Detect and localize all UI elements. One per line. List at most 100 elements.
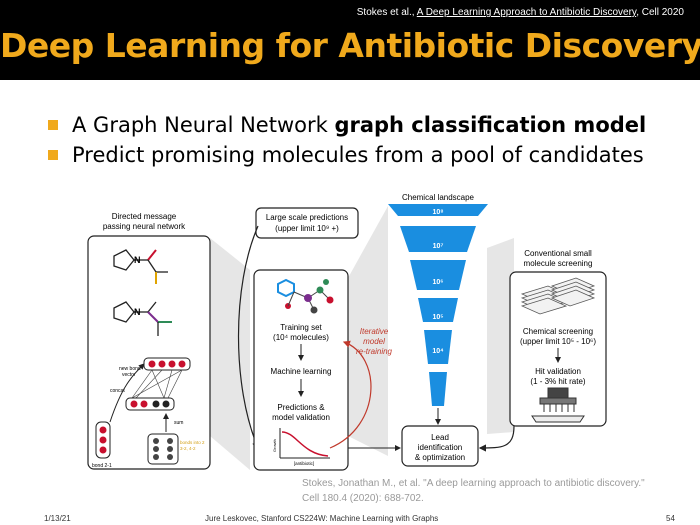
chemical-screening-label: Chemical screening bbox=[523, 327, 593, 336]
molecule-cluster-icon bbox=[277, 278, 334, 314]
reference-line1: Stokes, Jonathan M., et al. "A deep lear… bbox=[302, 478, 645, 489]
training-box bbox=[253, 269, 349, 471]
bullet-item: Predict promising molecules from a pool … bbox=[48, 140, 646, 170]
citation-link[interactable]: A Deep Learning Approach to Antibiotic D… bbox=[416, 7, 637, 18]
vector-node bbox=[140, 400, 148, 408]
lead-box bbox=[401, 425, 479, 467]
bullet-marker bbox=[48, 150, 58, 160]
growth-curve bbox=[281, 431, 329, 457]
vector-node bbox=[178, 360, 186, 368]
vector-node bbox=[152, 400, 160, 408]
connection-lines bbox=[131, 369, 183, 399]
matrix-nodes bbox=[153, 438, 173, 460]
molecule-drawing bbox=[113, 249, 168, 284]
funnel-segment bbox=[424, 330, 452, 364]
chemical-screening-limit: (upper limit 10⁵ - 10⁶) bbox=[520, 337, 596, 346]
vector-node bbox=[130, 400, 138, 408]
footer-date: 1/13/21 bbox=[44, 514, 71, 523]
training-set-size: (10⁴ molecules) bbox=[273, 333, 329, 342]
pipeline-figure: Directed message passing neural network … bbox=[87, 193, 607, 471]
plate-stack-icon bbox=[520, 277, 596, 315]
new-bond-vector-label-2: vector bbox=[122, 372, 136, 378]
large-scale-limit: (upper limit 10⁹ +) bbox=[275, 224, 339, 233]
bond-label: bond 2-1 bbox=[92, 463, 112, 469]
dmpnn-panel: Directed message passing neural network … bbox=[87, 212, 211, 470]
bullet-bold-text: graph classification model bbox=[334, 113, 647, 137]
bonds-into-label: bonds into 2 bbox=[180, 440, 205, 445]
pipette-icon bbox=[531, 387, 585, 423]
vector-node bbox=[162, 400, 170, 408]
funnel-segment bbox=[388, 204, 488, 216]
new-bond-vector-label: new bond bbox=[119, 366, 141, 372]
slide-title: Deep Learning for Antibiotic Discovery bbox=[0, 26, 700, 65]
lead-label: Lead bbox=[431, 433, 449, 442]
nitrogen-label: N bbox=[134, 307, 141, 317]
zoom-wedge bbox=[487, 238, 514, 434]
lead-label-3: & optimization bbox=[415, 453, 465, 462]
large-scale-box bbox=[255, 207, 359, 239]
training-panel: Training set (10⁴ molecules) Machine lea… bbox=[253, 269, 349, 471]
molecule-drawing bbox=[113, 301, 172, 336]
funnel-label: 10⁴ bbox=[432, 348, 444, 355]
large-scale-predictions: Large scale predictions (upper limit 10⁹… bbox=[255, 207, 359, 239]
page-number: 54 bbox=[666, 514, 675, 523]
predictions-label: Predictions & bbox=[277, 403, 325, 412]
bond-arrow bbox=[109, 363, 145, 423]
hit-validation-label: Hit validation bbox=[535, 367, 581, 376]
validation-label: model validation bbox=[272, 413, 330, 422]
vector-node bbox=[99, 446, 107, 454]
funnel-label: 10⁸ bbox=[432, 209, 443, 216]
funnel-label: 10⁵ bbox=[432, 314, 443, 321]
dmpnn-title-line1: Directed message bbox=[112, 212, 177, 221]
reference: Stokes, Jonathan M., et al. "A deep lear… bbox=[302, 476, 645, 506]
lead-label-2: identification bbox=[418, 443, 462, 452]
vector-node bbox=[99, 426, 107, 434]
machine-learning-label: Machine learning bbox=[271, 367, 332, 376]
bullet-text: A Graph Neural Network bbox=[72, 113, 335, 137]
retraining-arrow bbox=[329, 340, 372, 449]
bullet-text: Predict promising molecules from a pool … bbox=[72, 143, 644, 167]
training-set-label: Training set bbox=[280, 323, 322, 332]
conventional-title: Conventional small bbox=[524, 249, 592, 258]
concat-label: concat bbox=[110, 388, 125, 394]
footer-course: Jure Leskovec, Stanford CS224W: Machine … bbox=[205, 514, 439, 523]
funnel-segment bbox=[429, 372, 447, 406]
bonds-into-label-2: 3-2, 4-2 bbox=[180, 446, 196, 451]
iterative-label: Iterative bbox=[360, 327, 389, 336]
chemical-landscape-title: Chemical landscape bbox=[402, 193, 475, 202]
dmpnn-box bbox=[87, 235, 211, 470]
reference-line2: Cell 180.4 (2020): 688-702. bbox=[302, 493, 424, 504]
screening-panel: Chemical screening (upper limit 10⁵ - 10… bbox=[509, 271, 607, 427]
concat-vector bbox=[125, 397, 175, 411]
antibiotic-axis-label: [antibiotic] bbox=[294, 461, 314, 466]
screening-lead-arrow bbox=[478, 425, 515, 452]
dmpnn-title-line2: passing neural network bbox=[103, 222, 186, 231]
citation: Stokes et al., A Deep Learning Approach … bbox=[357, 7, 684, 18]
bullet-list: A Graph Neural Network graph classificat… bbox=[48, 110, 646, 170]
hit-rate-label: (1 - 3% hit rate) bbox=[530, 377, 585, 386]
nitrogen-label: N bbox=[134, 255, 141, 265]
citation-journal: , Cell 2020 bbox=[636, 7, 684, 18]
funnel-segment bbox=[400, 226, 476, 252]
bullet-marker bbox=[48, 120, 58, 130]
vector-node bbox=[158, 360, 166, 368]
conventional-title-2: molecule screening bbox=[524, 259, 593, 268]
vector-node bbox=[99, 436, 107, 444]
iterative-label-3: re-training bbox=[356, 347, 393, 356]
vector-node bbox=[168, 360, 176, 368]
funnel-segment bbox=[418, 298, 458, 322]
funnel-label: 10⁶ bbox=[432, 279, 443, 286]
title-bar: Stokes et al., A Deep Learning Approach … bbox=[0, 0, 700, 80]
large-scale-label: Large scale predictions bbox=[266, 213, 348, 222]
funnel-label: 10⁷ bbox=[433, 243, 444, 250]
citation-authors: Stokes et al., bbox=[356, 7, 417, 18]
bullet-item: A Graph Neural Network graph classificat… bbox=[48, 110, 646, 140]
vector-node bbox=[148, 360, 156, 368]
iterative-label-2: model bbox=[363, 337, 385, 346]
sum-label: sum bbox=[174, 420, 183, 426]
growth-axis-label: Growth bbox=[272, 439, 277, 452]
bond-matrix bbox=[147, 433, 179, 465]
chemical-funnel: 10⁸ 10⁷ 10⁶ 10⁵ 10⁴ bbox=[388, 204, 488, 406]
zoom-wedge bbox=[348, 206, 388, 456]
funnel-segment bbox=[410, 260, 466, 290]
